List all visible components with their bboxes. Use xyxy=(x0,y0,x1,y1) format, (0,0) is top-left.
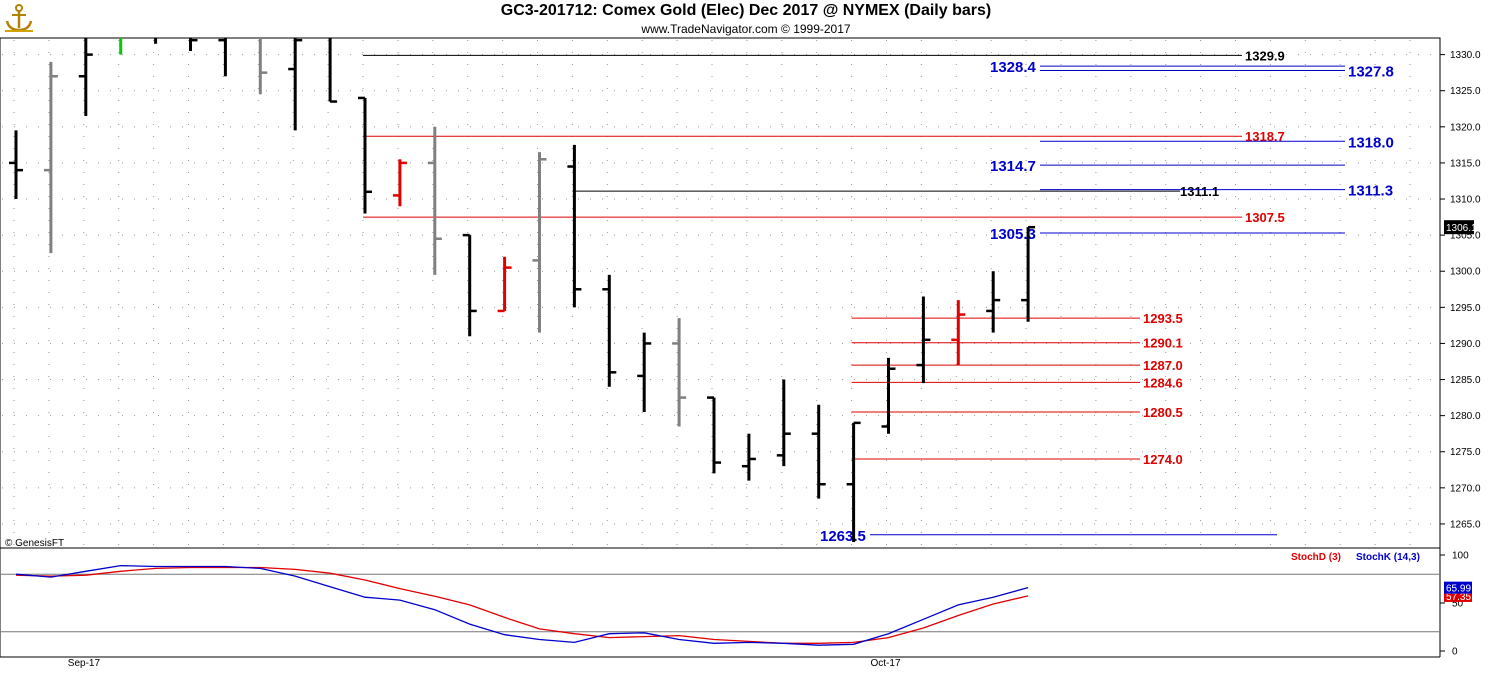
y-tick-label: 1310.0 xyxy=(1450,195,1481,206)
ohlc-bar xyxy=(951,300,966,366)
level-label: 1318.0 xyxy=(1348,134,1394,151)
ohlc-bar xyxy=(218,38,227,77)
level-label: 1305.3 xyxy=(990,226,1036,243)
ohlc-bar xyxy=(776,379,791,467)
ohlc-bar xyxy=(672,318,687,427)
level-label: 1280.5 xyxy=(1143,405,1183,420)
level-label: 1284.6 xyxy=(1143,375,1183,390)
ohlc-bar xyxy=(78,38,93,116)
ohlc-bar xyxy=(567,144,582,308)
ohlc-bar xyxy=(497,256,512,313)
stoch-panel-frame xyxy=(0,547,1441,658)
ohlc-bar xyxy=(741,433,756,481)
level-label: 1307.5 xyxy=(1245,210,1285,225)
ohlc-bar xyxy=(43,61,58,254)
stoch-series-line xyxy=(15,564,1029,646)
bars-layer xyxy=(9,38,1036,542)
axis-background xyxy=(1440,38,1492,673)
x-tick-label: Oct-17 xyxy=(871,658,901,669)
stoch-legend-label: StochK (14,3) xyxy=(1356,552,1420,563)
y-tick-label: 1305.0 xyxy=(1450,231,1481,242)
y-tick-label: 1320.0 xyxy=(1450,122,1481,133)
anchor-logo-icon xyxy=(3,3,35,33)
stoch-last-box xyxy=(1444,581,1472,594)
ohlc-bar xyxy=(328,38,338,103)
y-tick-label: 1300.0 xyxy=(1450,267,1481,278)
ohlc-bar xyxy=(427,126,442,275)
ohlc-bar xyxy=(532,152,547,333)
level-label: 1318.7 xyxy=(1245,129,1285,144)
ohlc-bar xyxy=(288,38,303,131)
stoch-legend-label: StochD (3) xyxy=(1291,552,1341,563)
y-tick-label: 1280.0 xyxy=(1450,411,1481,422)
level-label: 1327.8 xyxy=(1348,63,1394,80)
y-tick-label: 1265.0 xyxy=(1450,519,1481,530)
ohlc-bar xyxy=(707,396,721,474)
level-label: 1311.1 xyxy=(1180,184,1219,199)
ohlc-bar xyxy=(1021,225,1036,322)
y-tick-label: 1325.0 xyxy=(1450,86,1481,97)
ohlc-bar xyxy=(258,38,268,95)
y-tick-label: 1275.0 xyxy=(1450,447,1481,458)
chart-subtitle: www.TradeNavigator.com © 1999-2017 xyxy=(641,22,851,36)
copyright-label: © GenesisFT xyxy=(5,538,64,549)
level-label: 1329.9 xyxy=(1245,48,1285,63)
y-tick-label: 1270.0 xyxy=(1450,483,1481,494)
stoch-last-label: 57.35 xyxy=(1446,592,1471,603)
last-price-box xyxy=(1444,220,1474,235)
stoch-series-line xyxy=(15,566,1029,644)
ohlc-bar xyxy=(881,357,896,434)
y-tick-label: 1285.0 xyxy=(1450,375,1481,386)
y-tick-label: 1290.0 xyxy=(1450,339,1481,350)
ohlc-bar xyxy=(637,332,652,413)
ohlc-bar xyxy=(189,38,198,51)
stoch-y-tick-label: 100 xyxy=(1452,551,1469,562)
y-tick-label: 1330.0 xyxy=(1450,50,1481,61)
level-label: 1314.7 xyxy=(990,158,1036,175)
ohlc-bar xyxy=(602,274,617,387)
ohlc-bar xyxy=(392,159,407,207)
level-label: 1263.5 xyxy=(820,528,866,545)
ohlc-bar xyxy=(9,130,23,200)
chart-title: GC3-201712: Comex Gold (Elec) Dec 2017 @… xyxy=(500,2,992,19)
axis-layer: 1265.0 1270.0 1275.0 1280.0 1285.0 1290.0 1295… xyxy=(68,50,1481,669)
ohlc-bar xyxy=(846,421,861,542)
chart-header: GC3-201712: Comex Gold (Elec) Dec 2017 @… xyxy=(0,0,1492,38)
y-tick-label: 1295.0 xyxy=(1450,303,1481,314)
stoch-y-tick-label: 50 xyxy=(1452,599,1464,610)
level-label: 1287.0 xyxy=(1143,358,1183,373)
level-label: 1311.3 xyxy=(1348,183,1393,200)
grid-layer xyxy=(0,37,1492,673)
y-tick-label: 1315.0 xyxy=(1450,158,1481,169)
price-panel-frame xyxy=(0,37,1441,549)
level-label: 1293.5 xyxy=(1143,311,1183,326)
last-price-label: 1306.1 xyxy=(1446,223,1477,234)
levels-layer: 1329.9 1328.4 1327.8 1318.7 1318.0 1314.7 1311… xyxy=(363,48,1394,545)
level-label: 1274.0 xyxy=(1143,452,1183,467)
stochastic-panel: 0 50 100 StochD (3) 57.35 StochK (14,3) 65.99 xyxy=(0,551,1472,658)
stoch-last-label: 65.99 xyxy=(1446,584,1471,595)
ohlc-bar xyxy=(358,96,372,214)
stoch-y-tick-label: 0 xyxy=(1452,647,1458,658)
ohlc-bar xyxy=(986,271,1001,333)
ohlc-bar xyxy=(811,404,826,499)
ohlc-bar xyxy=(916,296,931,384)
level-label: 1328.4 xyxy=(990,59,1037,76)
ohlc-bar xyxy=(462,233,477,337)
x-tick-label: Sep-17 xyxy=(68,658,101,669)
level-label: 1290.1 xyxy=(1143,336,1183,351)
